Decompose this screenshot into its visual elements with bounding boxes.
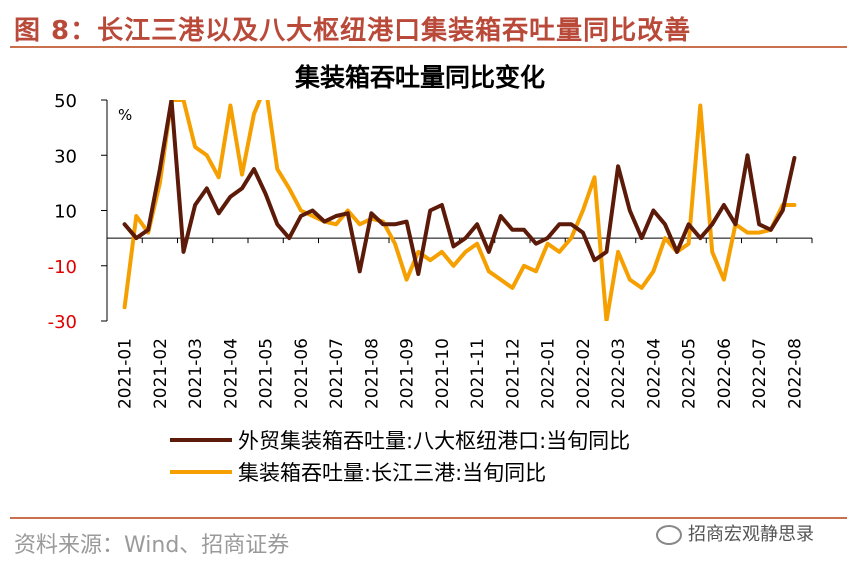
x-tick-label: 2022-05 — [680, 338, 700, 409]
figure-title: 图 8：长江三港以及八大枢纽港口集装箱吞吐量同比改善 — [14, 16, 692, 46]
watermark: 招商宏观静思录 — [656, 520, 814, 546]
x-tick-label: 2022-06 — [715, 338, 735, 409]
y-tick-label: -10 — [48, 257, 77, 278]
series-group — [122, 100, 797, 321]
x-tick-label: 2021-12 — [503, 338, 523, 409]
x-tick-label: 2021-03 — [186, 338, 206, 409]
series-line-ports — [122, 100, 797, 276]
x-tick-label: 2022-07 — [750, 338, 770, 409]
chart-title: 集装箱吞吐量同比变化 — [294, 63, 545, 92]
series-line-yangtze — [122, 100, 797, 321]
y-tick-label: 50 — [54, 91, 77, 112]
axes: 50 30 10 -10 -30 2021-01 2021-02 2021-03 2021-04… — [48, 91, 813, 409]
source-note: 资料来源：Wind、招商证券 — [14, 533, 290, 558]
watermark-text: 招商宏观静思录 — [688, 524, 814, 545]
x-tick-label: 2022-08 — [785, 338, 805, 409]
x-tick-label: 2021-06 — [292, 338, 312, 409]
x-tick-label: 2021-09 — [398, 338, 418, 409]
x-tick-label: 2022-04 — [644, 338, 664, 409]
x-tick-label: 2021-07 — [327, 338, 347, 409]
y-tick-label: -30 — [48, 312, 77, 333]
x-tick-label: 2022-03 — [609, 338, 629, 409]
x-tick-label: 2021-10 — [433, 338, 453, 409]
y-tick-label: 30 — [54, 146, 77, 167]
x-tick-label: 2022-01 — [539, 338, 559, 409]
x-tick-label: 2021-02 — [151, 338, 171, 409]
x-tick-label: 2021-08 — [362, 338, 382, 409]
legend-label: 外贸集装箱吞吐量:八大枢纽港口:当旬同比 — [238, 429, 630, 453]
x-tick-label: 2022-02 — [574, 338, 594, 409]
bottom-rule — [10, 517, 847, 519]
wechat-icon — [656, 525, 682, 545]
chart: 集装箱吞吐量同比变化 % 50 30 10 -10 -30 2021-01 2021-02 2… — [48, 63, 813, 485]
top-rule — [10, 46, 847, 48]
x-tick-label: 2021-05 — [257, 338, 277, 409]
unit-label: % — [118, 106, 132, 124]
x-tick-label: 2021-01 — [116, 338, 136, 409]
x-tick-label: 2021-11 — [468, 338, 488, 409]
y-tick-label: 10 — [54, 202, 77, 223]
x-tick-label: 2021-04 — [221, 338, 241, 409]
legend-label: 集装箱吞吐量:长江三港:当旬同比 — [238, 461, 546, 485]
